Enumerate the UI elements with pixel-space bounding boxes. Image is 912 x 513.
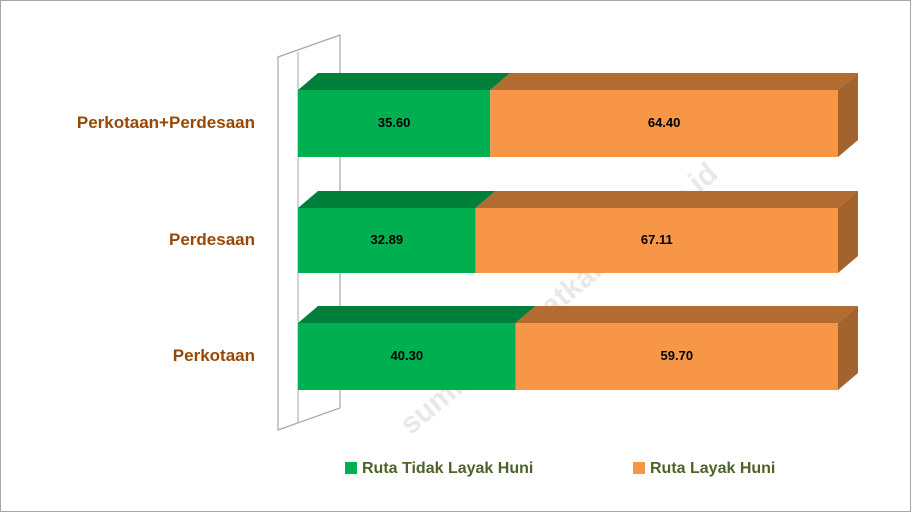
value-label: 35.60 bbox=[378, 115, 411, 130]
value-label: 59.70 bbox=[661, 348, 694, 363]
value-label: 40.30 bbox=[391, 348, 424, 363]
value-label: 64.40 bbox=[648, 115, 681, 130]
bar bbox=[298, 90, 491, 157]
bar bbox=[490, 90, 838, 157]
bar-side bbox=[838, 191, 858, 273]
legend-label: Ruta Tidak Layak Huni bbox=[362, 460, 533, 477]
bar-side bbox=[838, 306, 858, 390]
bar bbox=[298, 323, 516, 390]
bar bbox=[515, 323, 838, 390]
legend-swatch bbox=[345, 462, 357, 474]
category-label: Perdesaan bbox=[169, 230, 255, 249]
bar bbox=[475, 208, 838, 273]
value-label: 32.89 bbox=[371, 232, 404, 247]
value-label: 67.11 bbox=[641, 232, 673, 247]
bar-side bbox=[838, 73, 858, 157]
bar-top bbox=[298, 191, 496, 208]
bar-top bbox=[515, 306, 858, 323]
bar-top bbox=[298, 306, 536, 323]
back-wall bbox=[277, 34, 341, 431]
legend-swatch bbox=[633, 462, 645, 474]
bar bbox=[298, 208, 476, 273]
bar-top bbox=[490, 73, 858, 90]
legend-label: Ruta Layak Huni bbox=[650, 460, 775, 477]
category-label: Perkotaan+Perdesaan bbox=[77, 113, 255, 132]
bar-top bbox=[298, 73, 511, 90]
category-label: Perkotaan bbox=[173, 346, 255, 365]
bar-top bbox=[475, 191, 858, 208]
